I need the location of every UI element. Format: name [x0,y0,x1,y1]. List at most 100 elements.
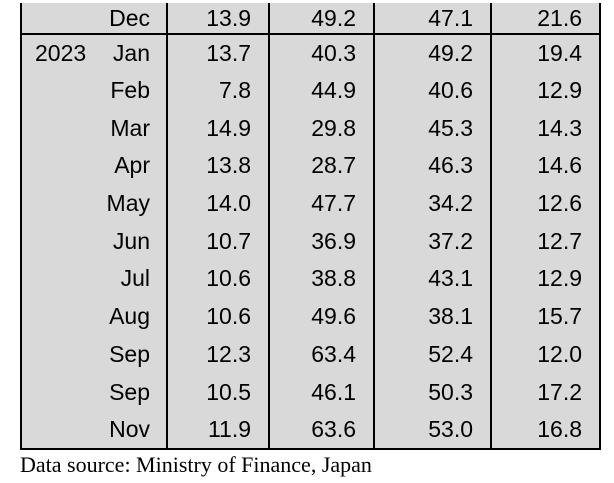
value-cell: 63.6 [268,410,374,449]
value-cell: 10.6 [166,260,269,298]
row-header-cell: 2023 Jan [21,34,167,72]
value-cell: 49.2 [268,3,374,35]
value-cell: 14.3 [490,109,600,148]
year-label [22,203,35,204]
year-label [22,241,35,242]
value-cell: 49.2 [373,34,491,72]
value-cell: 12.9 [490,71,600,110]
row-header-inner: Dec [22,5,166,32]
year-label [22,165,35,166]
year-label [22,90,35,91]
monthly-data-table: Dec 13.9 49.2 47.1 21.6 2023 Jan 13.7 40.3 49.2 19… [20,3,601,450]
value-cell: 10.7 [166,222,269,261]
row-header-cell: Feb [21,71,167,110]
row-header-inner: Nov [22,416,166,443]
value-cell: 13.9 [166,3,269,35]
row-header-inner: May [22,190,166,217]
value-cell: 52.4 [373,335,491,374]
month-label: Sep [109,340,150,367]
value-cell: 44.9 [268,71,374,110]
value-cell: 12.3 [166,335,269,374]
row-header-cell: May [21,184,167,223]
value-cell: 40.3 [268,34,374,72]
table-row: Sep 12.3 63.4 52.4 12.0 [21,335,600,374]
value-cell: 12.7 [490,222,600,261]
month-label: Jun [112,227,150,254]
value-cell: 12.6 [490,184,600,223]
value-cell: 12.9 [490,260,600,298]
value-cell: 14.9 [166,109,269,148]
value-cell: 28.7 [268,147,374,185]
value-cell: 34.2 [373,184,491,223]
month-label: Mar [110,114,150,141]
value-cell: 45.3 [373,109,491,148]
year-label [22,316,35,317]
value-cell: 10.6 [166,297,269,336]
month-label: Apr [114,152,150,179]
value-cell: 46.1 [268,373,374,411]
month-label: Sep [109,378,150,405]
value-cell: 19.4 [490,34,600,72]
value-cell: 12.0 [490,335,600,374]
table-row: Jun 10.7 36.9 37.2 12.7 [21,222,600,261]
value-cell: 15.7 [490,297,600,336]
value-cell: 37.2 [373,222,491,261]
value-cell: 29.8 [268,109,374,148]
row-header-cell: Sep [21,373,167,411]
value-cell: 21.6 [490,3,600,35]
value-cell: 40.6 [373,71,491,110]
month-label: Feb [110,77,150,104]
table-row: Dec 13.9 49.2 47.1 21.6 [21,3,600,35]
value-cell: 7.8 [166,71,269,110]
row-header-cell: Dec [21,3,167,35]
row-header-cell: Nov [21,410,167,449]
value-cell: 46.3 [373,147,491,185]
row-header-cell: Jul [21,260,167,298]
table-row: Sep 10.5 46.1 50.3 17.2 [21,373,600,411]
row-header-cell: Aug [21,297,167,336]
month-label: Nov [109,415,150,442]
value-cell: 13.7 [166,34,269,72]
table-row: Apr 13.8 28.7 46.3 14.6 [21,147,600,185]
table-row: Feb 7.8 44.9 40.6 12.9 [21,71,600,110]
table-row: Mar 14.9 29.8 45.3 14.3 [21,109,600,148]
value-cell: 47.1 [373,3,491,35]
table-body: Dec 13.9 49.2 47.1 21.6 2023 Jan 13.7 40.3 49.2 19… [21,3,600,449]
row-header-inner: Aug [22,303,166,330]
value-cell: 10.5 [166,373,269,411]
row-header-inner: Jul [22,265,166,292]
row-header-inner: Mar [22,115,166,142]
table-row: Nov 11.9 63.6 53.0 16.8 [21,410,600,449]
value-cell: 43.1 [373,260,491,298]
value-cell: 11.9 [166,410,269,449]
row-header-inner: Jun [22,228,166,255]
value-cell: 63.4 [268,335,374,374]
value-cell: 50.3 [373,373,491,411]
value-cell: 38.8 [268,260,374,298]
value-cell: 14.0 [166,184,269,223]
row-header-inner: Feb [22,77,166,104]
value-cell: 13.8 [166,147,269,185]
value-cell: 53.0 [373,410,491,449]
year-label [22,392,35,393]
row-header-cell: Sep [21,335,167,374]
value-cell: 38.1 [373,297,491,336]
table-row: Aug 10.6 49.6 38.1 15.7 [21,297,600,336]
table-row: Jul 10.6 38.8 43.1 12.9 [21,260,600,298]
data-source-caption: Data source: Ministry of Finance, Japan [20,452,372,477]
value-cell: 36.9 [268,222,374,261]
month-label: Aug [109,303,150,330]
value-cell: 49.6 [268,297,374,336]
month-label: Jan [112,39,150,66]
row-header-inner: 2023 Jan [22,40,166,67]
value-cell: 47.7 [268,184,374,223]
year-label [22,128,35,129]
year-label [22,429,35,430]
row-header-cell: Apr [21,147,167,185]
table-row: May 14.0 47.7 34.2 12.6 [21,184,600,223]
year-label [22,18,35,19]
row-header-inner: Apr [22,152,166,179]
value-cell: 14.6 [490,147,600,185]
value-cell: 17.2 [490,373,600,411]
year-label [22,278,35,279]
